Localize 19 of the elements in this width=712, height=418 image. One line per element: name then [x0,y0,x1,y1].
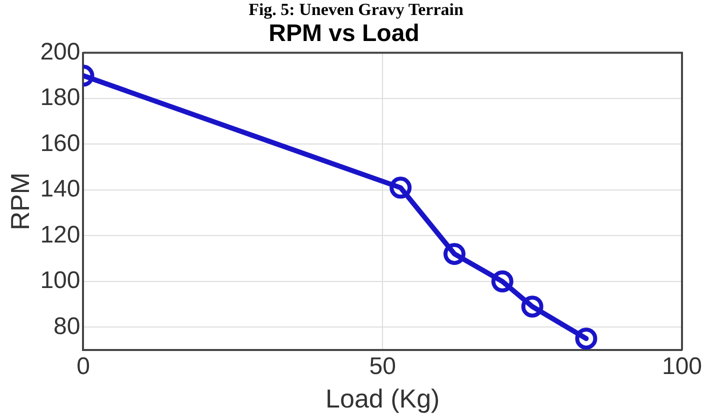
point [443,242,466,265]
chart-title: RPM vs Load [268,20,420,48]
point [390,176,412,199]
x-tick-label: 0 [76,353,90,380]
x-tick-label: 50 [369,353,396,380]
y-tick-label: 100 [40,267,80,294]
y-tick-label: 180 [40,84,80,112]
x-tick-label: 100 [662,353,702,380]
y-tick-label: 80 [54,312,80,340]
y-tick-label: 120 [40,221,80,248]
point [491,270,514,292]
caption: Fig. 5: Uneven Gravy Terrain [248,0,464,19]
point [521,296,544,318]
point [575,328,598,350]
y-tick-label: 160 [40,130,80,157]
y-tick-label: 200 [40,38,80,66]
y-axis-title: RPM [4,172,35,230]
y-tick-label: 140 [40,176,80,203]
x-axis-title: Load (Kg) [326,384,440,414]
